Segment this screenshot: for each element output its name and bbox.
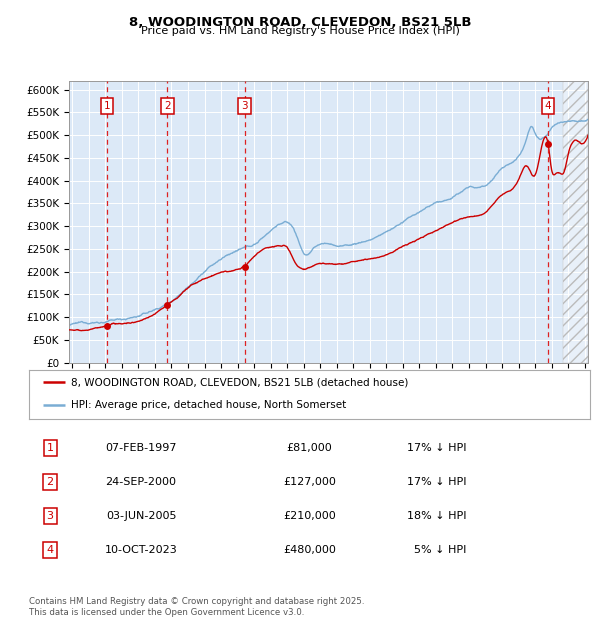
Text: £210,000: £210,000 [283,511,335,521]
Text: £127,000: £127,000 [283,477,336,487]
Text: 07-FEB-1997: 07-FEB-1997 [105,443,177,453]
Text: 2: 2 [47,477,53,487]
Text: 24-SEP-2000: 24-SEP-2000 [106,477,176,487]
Text: 1: 1 [104,101,110,111]
Text: 3: 3 [47,511,53,521]
Text: 10-OCT-2023: 10-OCT-2023 [104,545,178,555]
Text: 2: 2 [164,101,170,111]
Bar [563,81,588,363]
Text: Contains HM Land Registry data © Crown copyright and database right 2025.
This d: Contains HM Land Registry data © Crown c… [29,598,364,617]
Text: 17% ↓ HPI: 17% ↓ HPI [407,477,466,487]
Text: 4: 4 [47,545,53,555]
Text: 5% ↓ HPI: 5% ↓ HPI [414,545,466,555]
Text: £480,000: £480,000 [283,545,336,555]
Text: 1: 1 [47,443,53,453]
Text: 8, WOODINGTON ROAD, CLEVEDON, BS21 5LB (detached house): 8, WOODINGTON ROAD, CLEVEDON, BS21 5LB (… [71,377,408,388]
Text: Price paid vs. HM Land Registry's House Price Index (HPI): Price paid vs. HM Land Registry's House … [140,26,460,36]
Text: HPI: Average price, detached house, North Somerset: HPI: Average price, detached house, Nort… [71,400,346,410]
Text: £81,000: £81,000 [286,443,332,453]
Text: 3: 3 [241,101,248,111]
Text: 03-JUN-2005: 03-JUN-2005 [106,511,176,521]
Text: 18% ↓ HPI: 18% ↓ HPI [407,511,466,521]
Text: 8, WOODINGTON ROAD, CLEVEDON, BS21 5LB: 8, WOODINGTON ROAD, CLEVEDON, BS21 5LB [129,16,471,29]
Text: 17% ↓ HPI: 17% ↓ HPI [407,443,466,453]
Text: 4: 4 [545,101,551,111]
